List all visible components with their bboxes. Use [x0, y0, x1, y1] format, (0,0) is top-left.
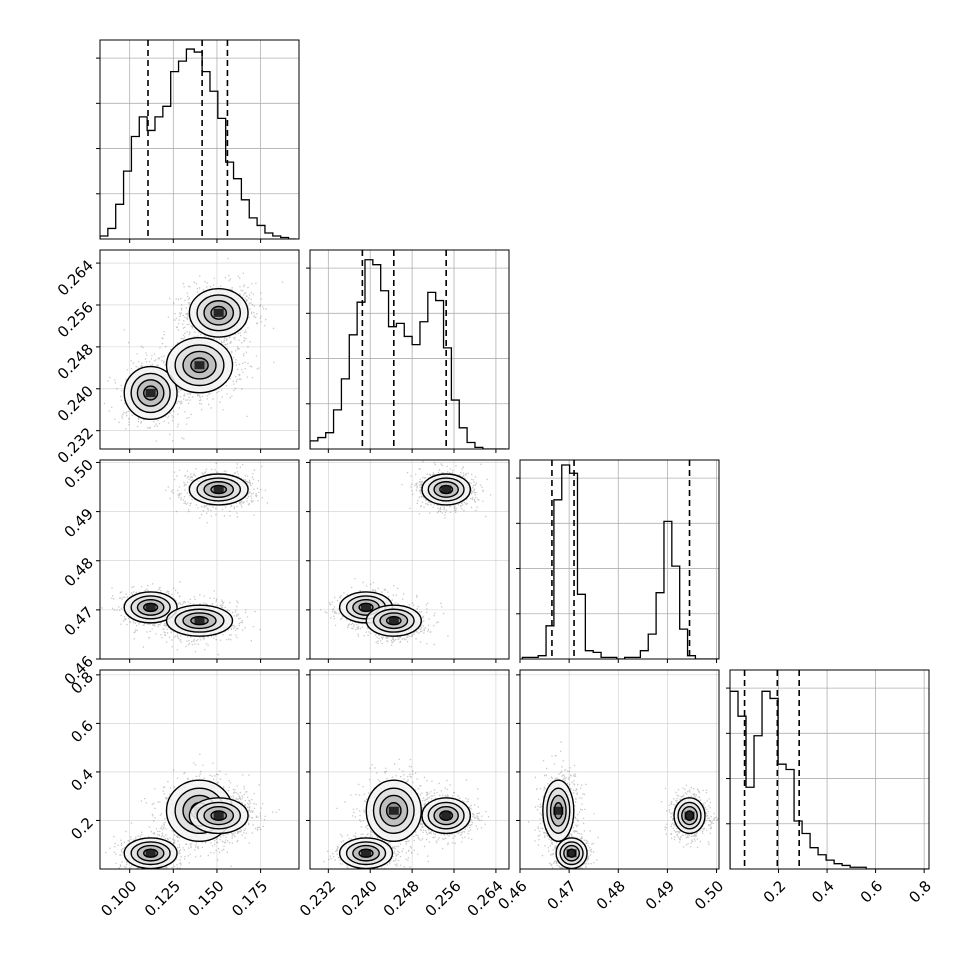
y-tick-label: 0.4: [67, 765, 97, 795]
x-tick-label: 0.125: [141, 877, 184, 920]
corner-plot-panels: 0.100 0.125 0.150 0.175 0.2320.2400.2480.256…: [54, 39, 935, 920]
y-tick-label: 0.47: [61, 603, 97, 639]
y-tick-label: 0.256: [54, 298, 97, 341]
panel-0-0: [100, 40, 299, 239]
density-peak: [194, 361, 205, 370]
panel-2-2: [520, 460, 719, 659]
density-peak: [194, 616, 205, 625]
panel-3-2: [520, 670, 719, 869]
x-tick-label: 0.175: [228, 877, 271, 920]
x-tick-label: 0.4: [808, 877, 838, 907]
histogram-step: [310, 259, 507, 449]
panel-frame: [309, 459, 510, 660]
panel-frame: [99, 249, 300, 450]
panel-3-0: [100, 670, 299, 869]
x-tick-label: 0.8: [905, 877, 935, 907]
y-tick-label: 0.48: [61, 554, 97, 590]
density-peak: [388, 616, 399, 625]
x-tick-label: 0.6: [857, 877, 887, 907]
panel-3-1: [310, 670, 509, 869]
histogram-step: [100, 48, 297, 239]
panel-frame: [99, 459, 300, 660]
density-peak: [145, 388, 156, 397]
x-tick-label: 0.50: [691, 877, 727, 913]
density-peak: [361, 603, 372, 612]
x-tick-label: 0.248: [380, 877, 423, 920]
panel-1-1: [310, 250, 509, 449]
density-peak: [145, 603, 156, 612]
density-peak: [684, 811, 695, 820]
panel-1-0: [100, 250, 299, 449]
panel-frame: [309, 669, 510, 870]
x-tick-label: 0.232: [296, 877, 339, 920]
x-tick-label: 0.100: [97, 877, 140, 920]
panel-frame: [309, 249, 510, 450]
panel-frame: [519, 669, 720, 870]
density-peak: [361, 849, 372, 858]
panel-2-0: [100, 460, 299, 659]
y-tick-label: 0.232: [54, 424, 97, 467]
density-peak: [213, 811, 224, 820]
x-tick-label: 0.2: [760, 877, 790, 907]
histogram-step: [730, 690, 929, 869]
x-tick-label: 0.47: [544, 877, 580, 913]
y-tick-label: 0.248: [54, 340, 97, 383]
x-tick-label: 0.48: [593, 877, 629, 913]
panel-frame: [99, 669, 300, 870]
y-tick-label: 0.6: [67, 717, 97, 747]
x-tick-label: 0.256: [422, 877, 465, 920]
y-tick-label: 0.49: [61, 505, 97, 541]
y-tick-label: 0.2: [67, 814, 97, 844]
density-peak: [553, 806, 564, 815]
x-tick-label: 0.240: [338, 877, 381, 920]
x-tick-label: 0.150: [185, 877, 228, 920]
x-tick-label: 0.49: [642, 877, 678, 913]
panel-frame: [519, 459, 720, 660]
panel-frame: [99, 39, 300, 240]
density-peak: [213, 308, 224, 317]
y-tick-label: 0.264: [54, 256, 97, 299]
panel-3-3: [730, 670, 929, 869]
density-peak: [441, 811, 452, 820]
density-peak: [566, 849, 577, 858]
histogram-step: [521, 464, 719, 659]
density-peak: [145, 849, 156, 858]
x-tick-label: 0.46: [494, 877, 530, 913]
panel-frame: [729, 669, 930, 870]
panel-2-1: [310, 460, 509, 659]
y-tick-label: 0.240: [54, 382, 97, 425]
density-peak: [213, 485, 224, 494]
density-peak: [388, 806, 399, 815]
density-peak: [441, 485, 452, 494]
